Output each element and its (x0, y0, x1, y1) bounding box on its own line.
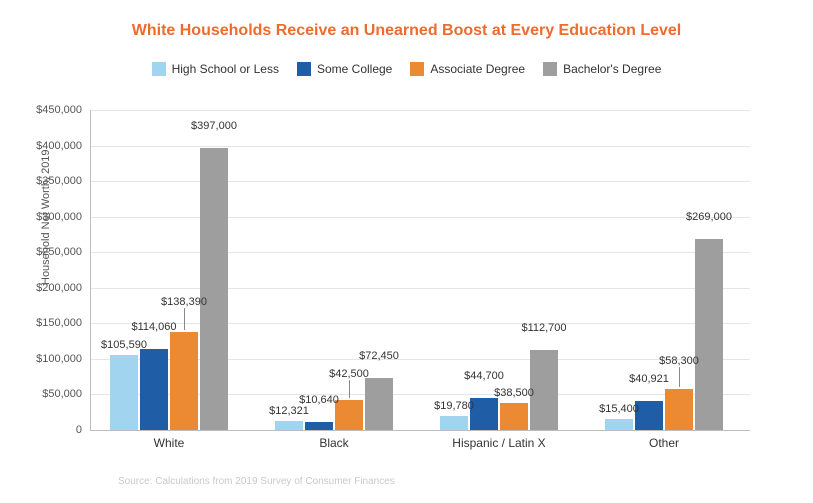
value-label: $15,400 (599, 403, 639, 415)
legend: High School or Less Some College Associate… (0, 62, 813, 76)
value-label: $38,500 (494, 387, 534, 399)
value-label: $42,500 (329, 368, 369, 380)
bar (605, 419, 633, 430)
chart-title: White Households Receive an Unearned Boo… (0, 0, 813, 40)
gridline (90, 323, 750, 324)
bar (275, 421, 303, 430)
leader-line (349, 380, 350, 398)
x-axis (90, 430, 750, 431)
y-tick-label: $350,000 (36, 175, 82, 187)
legend-swatch (543, 62, 557, 76)
gridline (90, 146, 750, 147)
x-tick-label: White (154, 436, 185, 450)
x-tick-label: Hispanic / Latin X (452, 436, 545, 450)
bar (440, 416, 468, 430)
legend-swatch (152, 62, 166, 76)
value-label: $269,000 (686, 211, 732, 223)
bar (665, 389, 693, 430)
y-tick-label: $450,000 (36, 104, 82, 116)
value-label: $72,450 (359, 350, 399, 362)
bar (140, 349, 168, 430)
bar (695, 239, 723, 430)
leader-line (679, 367, 680, 387)
chart-plot-area: 0$50,000$100,000$150,000$200,000$250,000… (90, 110, 750, 430)
value-label: $40,921 (629, 373, 669, 385)
legend-item: Some College (297, 62, 392, 76)
source-note: Source: Calculations from 2019 Survey of… (118, 476, 395, 487)
legend-item: High School or Less (152, 62, 279, 76)
legend-label: Bachelor's Degree (563, 62, 661, 76)
value-label: $19,780 (434, 400, 474, 412)
legend-item: Associate Degree (410, 62, 525, 76)
y-tick-label: $150,000 (36, 317, 82, 329)
gridline (90, 110, 750, 111)
bar (305, 422, 333, 430)
gridline (90, 252, 750, 253)
y-tick-label: 0 (76, 424, 82, 436)
bar (530, 350, 558, 430)
legend-label: Associate Degree (430, 62, 525, 76)
value-label: $138,390 (161, 296, 207, 308)
value-label: $44,700 (464, 370, 504, 382)
leader-line (184, 308, 185, 330)
gridline (90, 288, 750, 289)
bar (470, 398, 498, 430)
legend-swatch (410, 62, 424, 76)
bar (500, 403, 528, 430)
y-tick-label: $250,000 (36, 246, 82, 258)
value-label: $105,590 (101, 339, 147, 351)
value-label: $112,700 (521, 322, 566, 334)
y-tick-label: $50,000 (42, 388, 82, 400)
x-tick-label: Other (649, 436, 679, 450)
y-axis (90, 110, 91, 430)
bar (365, 378, 393, 430)
value-label: $58,300 (659, 355, 699, 367)
bar (335, 400, 363, 430)
bar (200, 148, 228, 430)
value-label: $114,060 (131, 321, 176, 333)
value-label: $397,000 (191, 120, 237, 132)
y-tick-label: $400,000 (36, 140, 82, 152)
legend-swatch (297, 62, 311, 76)
bar (170, 332, 198, 430)
gridline (90, 181, 750, 182)
value-label: $12,321 (269, 405, 309, 417)
bar (635, 401, 663, 430)
legend-label: High School or Less (172, 62, 279, 76)
x-tick-label: Black (319, 436, 348, 450)
value-label: $10,640 (299, 394, 339, 406)
legend-item: Bachelor's Degree (543, 62, 661, 76)
y-tick-label: $300,000 (36, 211, 82, 223)
gridline (90, 217, 750, 218)
y-tick-label: $200,000 (36, 282, 82, 294)
legend-label: Some College (317, 62, 392, 76)
bar (110, 355, 138, 430)
y-tick-label: $100,000 (36, 353, 82, 365)
